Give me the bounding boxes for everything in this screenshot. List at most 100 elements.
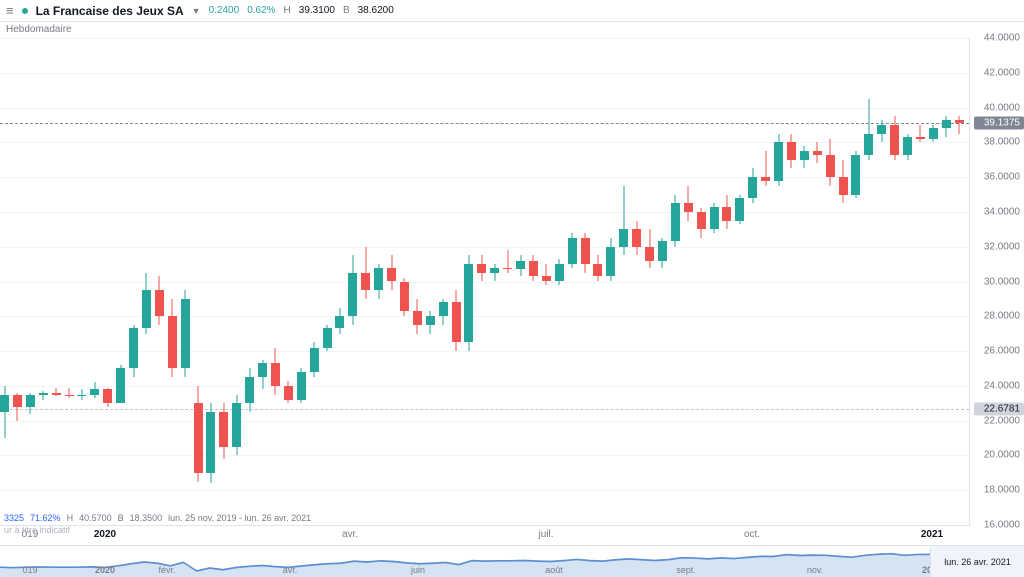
candle[interactable]: [0, 38, 9, 525]
candle[interactable]: [606, 38, 615, 525]
candle[interactable]: [181, 38, 190, 525]
candle[interactable]: [555, 38, 564, 525]
candle-body: [103, 389, 112, 403]
candle-body: [310, 348, 319, 372]
candle[interactable]: [103, 38, 112, 525]
candle[interactable]: [477, 38, 486, 525]
candle[interactable]: [722, 38, 731, 525]
candlestick-chart[interactable]: [0, 38, 970, 525]
candle[interactable]: [310, 38, 319, 525]
candle[interactable]: [426, 38, 435, 525]
candle[interactable]: [645, 38, 654, 525]
candle-body: [955, 120, 964, 123]
candle[interactable]: [916, 38, 925, 525]
candle[interactable]: [787, 38, 796, 525]
candle[interactable]: [619, 38, 628, 525]
chart-header: ≡ La Francaise des Jeux SA ▼ 0.2400 0.62…: [0, 0, 1024, 22]
candle[interactable]: [929, 38, 938, 525]
candle[interactable]: [464, 38, 473, 525]
candle[interactable]: [400, 38, 409, 525]
candle[interactable]: [697, 38, 706, 525]
candle[interactable]: [813, 38, 822, 525]
chevron-down-icon[interactable]: ▼: [192, 6, 201, 16]
candle-body: [606, 247, 615, 277]
candle[interactable]: [955, 38, 964, 525]
candle[interactable]: [826, 38, 835, 525]
candle[interactable]: [877, 38, 886, 525]
candle[interactable]: [516, 38, 525, 525]
candle-body: [26, 395, 35, 407]
candle[interactable]: [658, 38, 667, 525]
candle[interactable]: [439, 38, 448, 525]
candle[interactable]: [761, 38, 770, 525]
candle[interactable]: [90, 38, 99, 525]
candle[interactable]: [271, 38, 280, 525]
candle[interactable]: [39, 38, 48, 525]
candle-body: [722, 207, 731, 221]
candle[interactable]: [13, 38, 22, 525]
candle-body: [348, 273, 357, 316]
candle[interactable]: [632, 38, 641, 525]
candle[interactable]: [490, 38, 499, 525]
candle[interactable]: [374, 38, 383, 525]
y-tick-label: 38.0000: [984, 137, 1020, 148]
price-change: 0.2400: [209, 5, 240, 16]
candle[interactable]: [800, 38, 809, 525]
candle[interactable]: [219, 38, 228, 525]
candle[interactable]: [413, 38, 422, 525]
candle[interactable]: [284, 38, 293, 525]
candle[interactable]: [774, 38, 783, 525]
candle[interactable]: [684, 38, 693, 525]
candle[interactable]: [129, 38, 138, 525]
candle[interactable]: [735, 38, 744, 525]
candle[interactable]: [142, 38, 151, 525]
menu-icon[interactable]: ≡: [6, 3, 14, 18]
candle-body: [555, 264, 564, 281]
candle[interactable]: [155, 38, 164, 525]
candle[interactable]: [77, 38, 86, 525]
interval-label[interactable]: Hebdomadaire: [0, 22, 1024, 38]
candle[interactable]: [232, 38, 241, 525]
candle[interactable]: [903, 38, 912, 525]
candle[interactable]: [839, 38, 848, 525]
candle[interactable]: [542, 38, 551, 525]
candle[interactable]: [335, 38, 344, 525]
candle[interactable]: [568, 38, 577, 525]
x-axis[interactable]: 0192020avr.juil.oct.2021: [0, 525, 970, 545]
price-change-pct: 0.62%: [247, 5, 275, 16]
candle[interactable]: [710, 38, 719, 525]
candle[interactable]: [348, 38, 357, 525]
candle[interactable]: [65, 38, 74, 525]
y-tick-label: 22.0000: [984, 415, 1020, 426]
candle[interactable]: [323, 38, 332, 525]
candle[interactable]: [361, 38, 370, 525]
candle[interactable]: [245, 38, 254, 525]
candle[interactable]: [52, 38, 61, 525]
candle-body: [529, 261, 538, 277]
candle[interactable]: [194, 38, 203, 525]
overview-mini-chart[interactable]: 0192020févr.avr.juinaoûtsept.nov.2021fév…: [0, 545, 970, 577]
candle-body: [761, 177, 770, 180]
candle[interactable]: [387, 38, 396, 525]
candle[interactable]: [297, 38, 306, 525]
candle[interactable]: [168, 38, 177, 525]
candle[interactable]: [503, 38, 512, 525]
candle-body: [129, 328, 138, 368]
candle[interactable]: [671, 38, 680, 525]
candle[interactable]: [748, 38, 757, 525]
candle[interactable]: [942, 38, 951, 525]
candle[interactable]: [452, 38, 461, 525]
candle[interactable]: [206, 38, 215, 525]
candle[interactable]: [864, 38, 873, 525]
ticker-name[interactable]: La Francaise des Jeux SA: [36, 4, 184, 18]
candle[interactable]: [26, 38, 35, 525]
candle-body: [387, 268, 396, 282]
candle[interactable]: [593, 38, 602, 525]
candle[interactable]: [258, 38, 267, 525]
candle[interactable]: [529, 38, 538, 525]
candle[interactable]: [890, 38, 899, 525]
candle[interactable]: [116, 38, 125, 525]
y-axis[interactable]: 16.000018.000020.000022.000024.000026.00…: [970, 38, 1024, 525]
candle[interactable]: [581, 38, 590, 525]
candle[interactable]: [851, 38, 860, 525]
